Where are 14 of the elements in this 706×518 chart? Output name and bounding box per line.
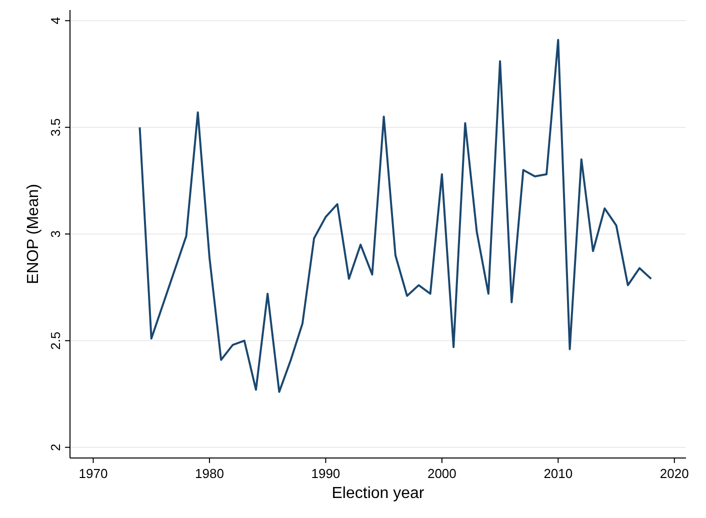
y-tick-label: 2.5 (48, 332, 63, 350)
x-tick-label: 2020 (660, 466, 689, 481)
y-tick-label: 2 (48, 444, 63, 451)
y-axis-title: ENOP (Mean) (25, 184, 42, 284)
line-series (138, 38, 652, 393)
x-tick-label: 1970 (78, 466, 108, 481)
x-tick-label: 2000 (427, 466, 456, 481)
x-tick-label: 1980 (195, 466, 224, 481)
y-tick-label: 3 (48, 230, 63, 238)
x-tick-label: 1990 (311, 466, 340, 481)
y-tick-label: 3.5 (48, 118, 63, 136)
x-axis-title: Election year (332, 485, 425, 502)
x-tick-label: 2010 (544, 466, 573, 481)
y-tick-label: 4 (48, 17, 63, 24)
